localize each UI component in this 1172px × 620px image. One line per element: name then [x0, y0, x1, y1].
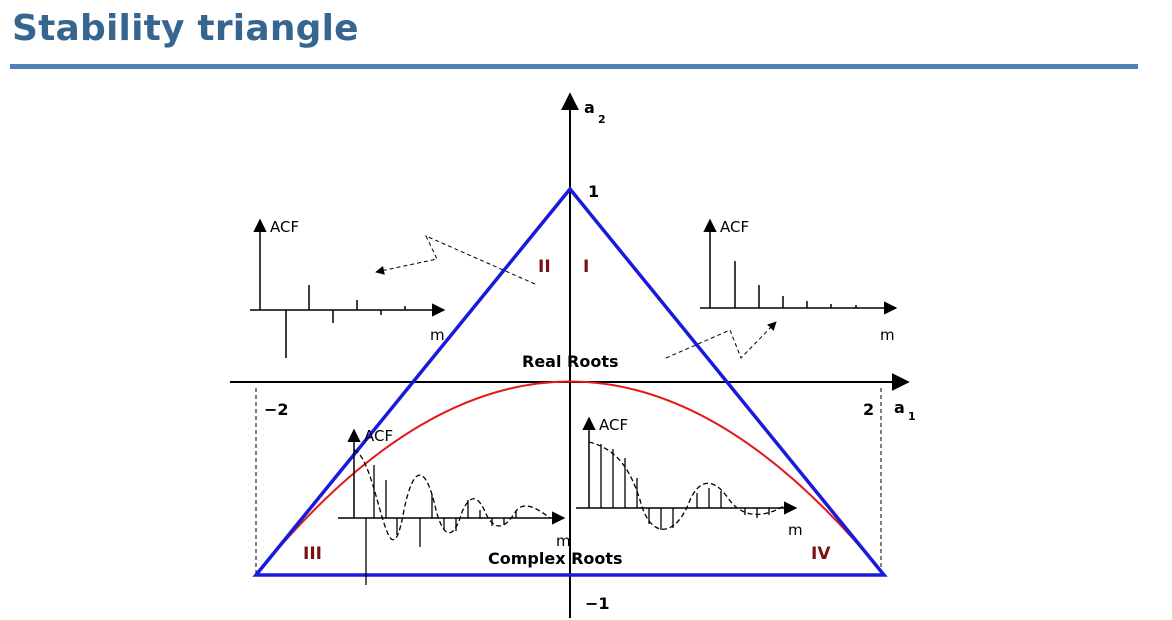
- tick-x-right: 2: [863, 400, 874, 419]
- real-roots-label: Real Roots: [522, 352, 619, 371]
- region-III-label: III: [303, 544, 322, 564]
- pointer-region-I: [665, 321, 777, 359]
- inset-upper-left-xlabel: m: [430, 326, 445, 344]
- inset-acf-upper-right: ACF m: [700, 218, 898, 344]
- x-axis-label: a: [894, 398, 905, 417]
- complex-real-boundary-parabola: [255, 380, 885, 576]
- x-axis-subscript: 1: [908, 410, 916, 423]
- inset-acf-upper-left: ACF m: [250, 218, 446, 358]
- slide-title: Stability triangle: [12, 8, 359, 49]
- tick-y-top: 1: [588, 182, 599, 201]
- inset-upper-right-xlabel: m: [880, 326, 895, 344]
- title-rule: [10, 64, 1138, 69]
- region-II-label: II: [538, 257, 551, 277]
- pointer-region-II: [375, 234, 536, 285]
- stability-triangle: [252, 186, 888, 577]
- inset-lower-right-xlabel: m: [788, 521, 803, 539]
- region-IV-label: IV: [811, 544, 831, 564]
- inset-acf-lower-left: ACF m: [338, 427, 571, 585]
- inset-lower-left-ylabel: ACF: [364, 427, 393, 445]
- inset-upper-right-ylabel: ACF: [720, 218, 749, 236]
- inset-acf-lower-right: ACF m: [576, 416, 803, 539]
- y-axis-subscript: 2: [598, 113, 606, 126]
- inset-lower-left-xlabel: m: [556, 532, 571, 550]
- tick-x-left: −2: [264, 400, 289, 419]
- tick-y-bottom: −1: [585, 594, 610, 613]
- inset-upper-left-ylabel: ACF: [270, 218, 299, 236]
- region-I-label: I: [583, 257, 589, 277]
- y-axis-label: a: [584, 98, 595, 117]
- complex-roots-label: Complex Roots: [488, 549, 623, 568]
- inset-lower-right-ylabel: ACF: [599, 416, 628, 434]
